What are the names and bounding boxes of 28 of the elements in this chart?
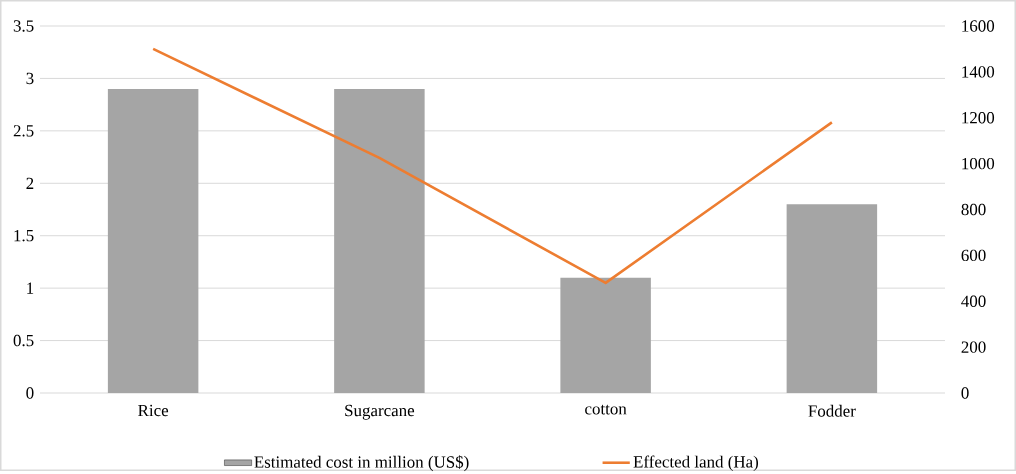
legend-label: Effected land (Ha) <box>633 455 759 471</box>
x-tick-label: Fodder <box>808 404 856 417</box>
y-tick-label: 3.5 <box>13 20 34 32</box>
line-series <box>151 47 834 285</box>
y2-tick-label: 1600 <box>962 20 995 32</box>
y2-tick-label: 0 <box>961 387 969 399</box>
bar <box>786 204 878 393</box>
bar <box>334 88 425 393</box>
bar <box>560 277 651 393</box>
y2-tick-label: 1400 <box>962 66 995 78</box>
y2-tick-label: 400 <box>961 295 986 307</box>
y2-tick-label: 600 <box>961 249 986 262</box>
y-tick-label: 0.5 <box>13 334 34 347</box>
y-tick-label: 1 <box>27 282 34 294</box>
x-tick-label: Sugarcane <box>345 404 415 420</box>
y-tick-label: 1.5 <box>14 229 34 242</box>
y2-tick-label: 1200 <box>962 111 995 124</box>
y2-tick-label: 800 <box>961 203 986 216</box>
y2-tick-label: 1000 <box>962 157 995 170</box>
y-tick-label: 2 <box>26 177 34 189</box>
bar <box>107 88 199 393</box>
y-tick-label: 0 <box>26 387 34 399</box>
y-tick-label: 3 <box>26 72 34 85</box>
y-tick-label: 2.5 <box>13 125 34 137</box>
y2-tick-label: 200 <box>961 341 986 353</box>
x-tick-label: Rice <box>138 404 169 417</box>
legend-label: Estimated cost in million (US$) <box>254 455 469 472</box>
x-tick-label: cotton <box>585 404 627 415</box>
